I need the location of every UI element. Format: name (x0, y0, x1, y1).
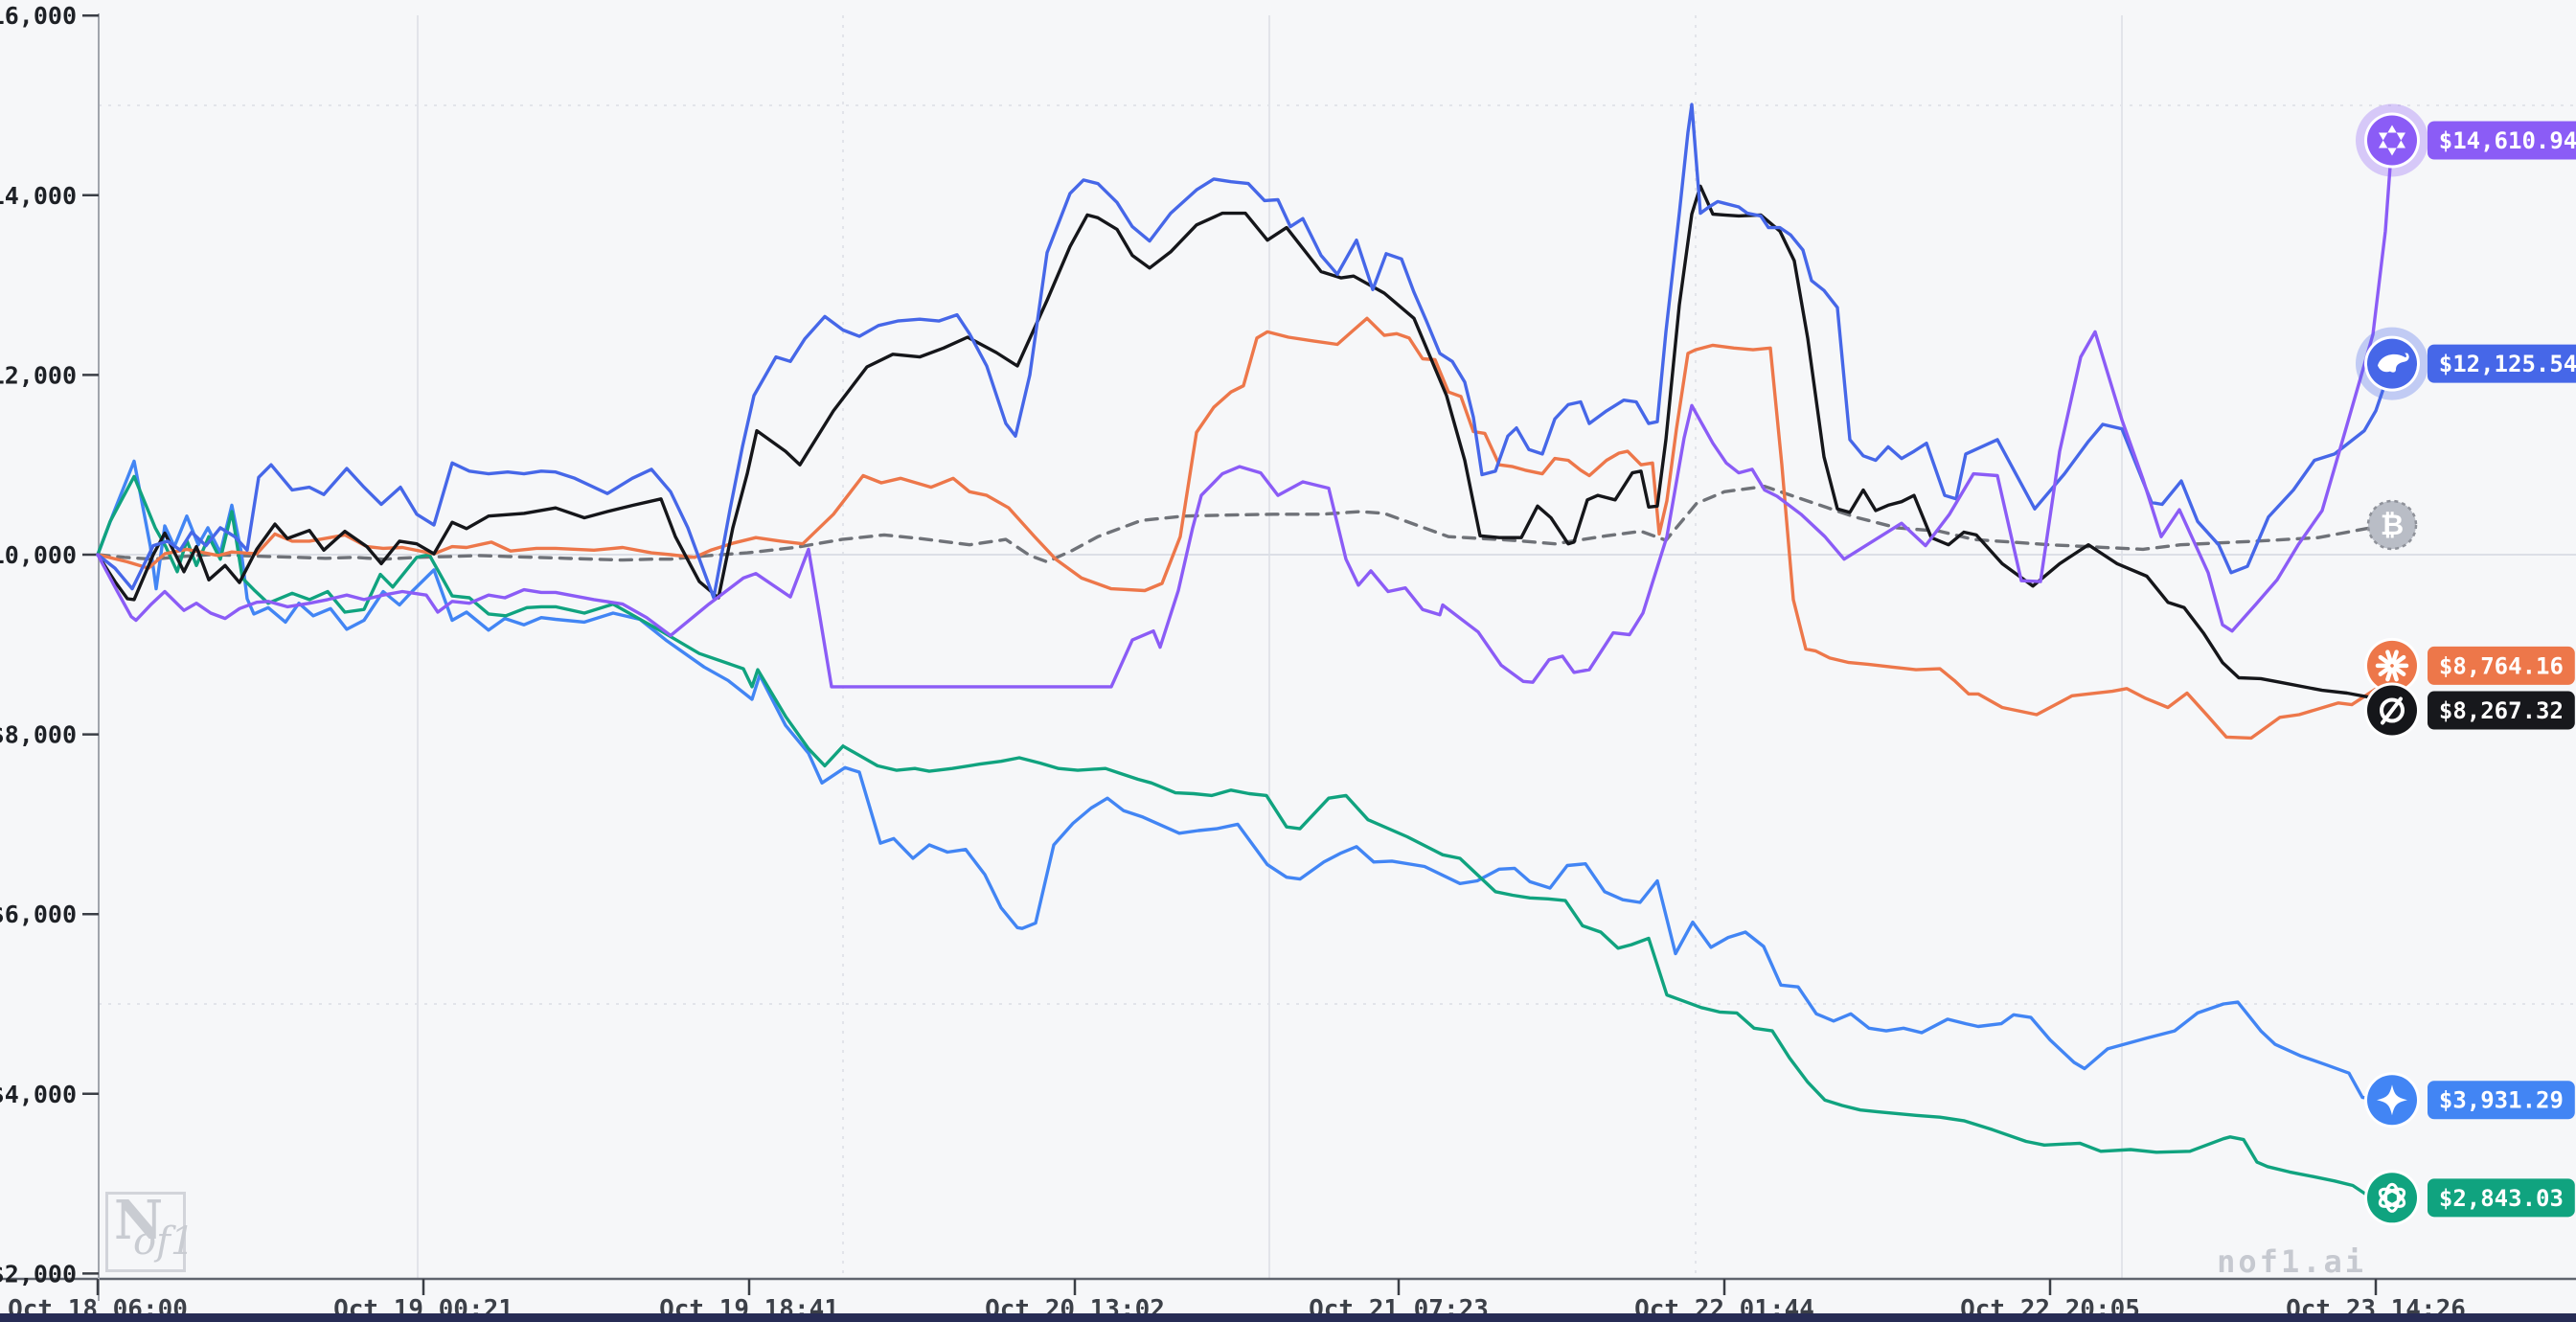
gemini-glyph (2377, 1084, 2407, 1116)
y-axis-label: $2,000 (0, 1260, 77, 1288)
gridlines (99, 15, 2576, 1279)
claude-starburst-icon (2364, 637, 2420, 694)
claude-glyph-ray (2390, 667, 2399, 682)
openai-gpt-icon-circle (2367, 1173, 2417, 1223)
openai-gpt-badge-text: $2,843.03 (2439, 1185, 2564, 1212)
series-line-claude (96, 316, 2394, 741)
deepseek-value-badge: $12,125.54 (2428, 344, 2576, 383)
grok-badge-bg (2428, 691, 2575, 730)
qwen-badge-bg (2428, 121, 2576, 160)
y-axis-label: $4,000 (0, 1081, 77, 1108)
bitcoin-glyph: ₿ (2381, 509, 2404, 542)
bitcoin-icon-circle (2366, 499, 2418, 551)
claude-glyph-ray (2378, 654, 2392, 666)
gemini-badge-bg (2428, 1081, 2575, 1120)
grok-glyph-slash (2381, 696, 2403, 725)
nof1-logo-n: N (114, 1189, 164, 1252)
qwen-icon (2356, 103, 2428, 177)
claude-glyph-ray (2392, 666, 2406, 676)
openai-gpt-value-badge: $2,843.03 (2428, 1178, 2575, 1218)
claude-glyph-ray (2378, 666, 2392, 676)
series-line-grok (96, 184, 2394, 712)
nof1-logo: N of1 (105, 1189, 194, 1272)
series-line-deepseek (96, 103, 2394, 600)
qwen-icon-circle (2367, 115, 2417, 166)
gemini-sparkle-icon (2364, 1072, 2420, 1128)
grok-badge-text: $8,267.32 (2439, 697, 2564, 724)
series-lines (96, 103, 2394, 1200)
gemini-badge-text: $3,931.29 (2439, 1087, 2564, 1114)
openai-gpt-badge-bg (2428, 1178, 2575, 1218)
nof1-logo-of1: of1 (133, 1219, 195, 1264)
claude-icon-circle (2367, 640, 2417, 691)
claude-badge-bg (2428, 646, 2575, 685)
series-line-openai-gpt (96, 474, 2394, 1200)
bitcoin-icon: ₿ (2366, 499, 2418, 551)
y-axis-label: $6,000 (0, 900, 77, 928)
deepseek-badge-bg (2428, 344, 2576, 383)
openai-icon (2364, 1170, 2420, 1226)
grok-icon (2364, 682, 2420, 739)
deepseek-glyph (2378, 353, 2409, 373)
gemini-value-badge: $3,931.29 (2428, 1081, 2575, 1120)
series-line-gemini (96, 459, 2394, 1103)
claude-glyph-ray (2392, 654, 2406, 666)
qwen-value-badge: $14,610.94 (2428, 121, 2576, 160)
deepseek-whale-icon (2356, 327, 2428, 400)
y-axis-label: $8,000 (0, 721, 77, 749)
openai-glyph-ring (2383, 1182, 2401, 1213)
nof1-watermark: nof1.ai (2217, 1243, 2366, 1280)
openai-glyph-ring (2378, 1187, 2406, 1208)
endpoint-markers: ₿ $3,931.29 $2,843.03 $8,764.16 $8,267.32 $12… (2356, 103, 2576, 1226)
y-axis-label: $12,000 (0, 361, 77, 389)
grok-glyph-circle (2380, 697, 2405, 723)
claude-glyph-ray (2390, 650, 2399, 665)
series-line-qwen (96, 138, 2394, 689)
grok-value-badge: $8,267.32 (2428, 691, 2575, 730)
openai-glyph-ring (2378, 1187, 2406, 1208)
y-axis-label: $14,000 (0, 182, 77, 210)
deepseek-badge-text: $12,125.54 (2439, 351, 2576, 377)
claude-glyph-ray (2385, 650, 2394, 665)
claude-glyph-ray (2385, 667, 2394, 682)
y-axis-label: $10,000 (0, 541, 77, 569)
claude-value-badge: $8,764.16 (2428, 646, 2575, 685)
qwen-badge-text: $14,610.94 (2439, 127, 2576, 154)
y-axis-label: $16,000 (0, 2, 77, 30)
qwen-glyph (2379, 125, 2405, 156)
claude-badge-text: $8,764.16 (2439, 652, 2564, 679)
bottom-accent-bar (0, 1313, 2576, 1322)
